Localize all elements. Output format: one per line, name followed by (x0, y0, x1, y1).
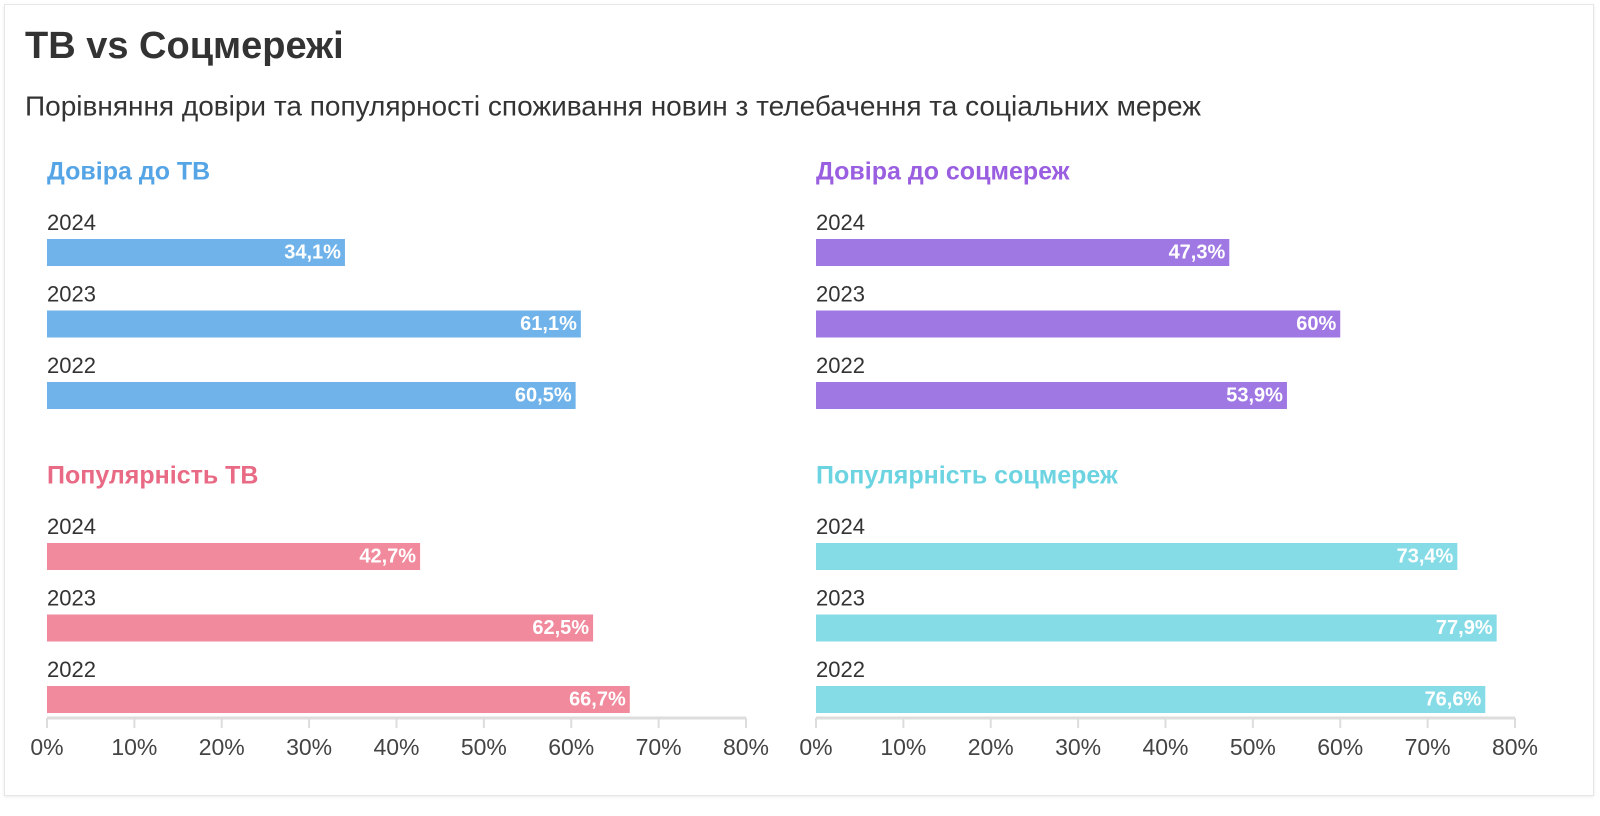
bar (47, 310, 581, 338)
bar (47, 686, 630, 713)
category-label: 2022 (816, 657, 865, 682)
x-tick-label: 20% (199, 734, 245, 760)
category-label: 2022 (816, 353, 865, 378)
x-tick-label: 50% (461, 734, 507, 760)
page-title: ТВ vs Соцмережі (25, 25, 344, 67)
bar (47, 543, 421, 570)
x-tick-label: 80% (1492, 734, 1538, 760)
value-label: 60% (1296, 313, 1336, 335)
value-label: 53,9% (1226, 384, 1283, 406)
category-label: 2024 (47, 210, 96, 235)
bar (816, 543, 1458, 570)
panel-title: Популярність соцмереж (816, 462, 1118, 490)
x-tick-label: 30% (1055, 734, 1101, 760)
x-tick-label: 60% (548, 734, 594, 760)
value-label: 60,5% (515, 384, 572, 406)
bar (47, 239, 345, 266)
panel-title: Довіра до соцмереж (816, 158, 1070, 186)
x-tick-label: 40% (373, 734, 419, 760)
category-label: 2024 (816, 210, 865, 235)
bar (816, 686, 1486, 713)
value-label: 76,6% (1425, 688, 1482, 710)
x-tick-label: 20% (968, 734, 1014, 760)
category-label: 2023 (816, 281, 865, 306)
x-tick-label: 30% (286, 734, 332, 760)
value-label: 47,3% (1169, 241, 1226, 263)
value-label: 61,1% (520, 313, 577, 335)
bar (816, 614, 1497, 642)
x-tick-label: 60% (1317, 734, 1363, 760)
x-tick-label: 70% (1405, 734, 1451, 760)
category-label: 2023 (47, 585, 96, 610)
category-label: 2024 (816, 514, 865, 539)
x-tick-label: 80% (723, 734, 769, 760)
bar (47, 382, 576, 409)
panel-title: Популярність ТВ (47, 462, 259, 490)
category-label: 2022 (47, 353, 96, 378)
panel-title: Довіра до ТВ (47, 158, 210, 186)
bar (47, 614, 594, 642)
bar (816, 310, 1341, 338)
category-label: 2022 (47, 657, 96, 682)
x-tick-label: 10% (111, 734, 157, 760)
x-tick-label: 50% (1230, 734, 1276, 760)
page-subtitle: Порівняння довіри та популярності спожив… (25, 90, 1201, 121)
x-tick-label: 0% (799, 734, 832, 760)
x-tick-label: 40% (1142, 734, 1188, 760)
card (4, 4, 1594, 796)
value-label: 62,5% (532, 617, 589, 639)
x-tick-label: 10% (880, 734, 926, 760)
value-label: 73,4% (1397, 545, 1454, 567)
category-label: 2023 (816, 585, 865, 610)
value-label: 66,7% (569, 688, 626, 710)
bar (816, 382, 1287, 409)
x-tick-label: 0% (30, 734, 63, 760)
x-tick-label: 70% (636, 734, 682, 760)
category-label: 2023 (47, 281, 96, 306)
value-label: 77,9% (1436, 617, 1493, 639)
bar (816, 239, 1230, 266)
value-label: 34,1% (284, 241, 341, 263)
category-label: 2024 (47, 514, 96, 539)
value-label: 42,7% (359, 545, 416, 567)
